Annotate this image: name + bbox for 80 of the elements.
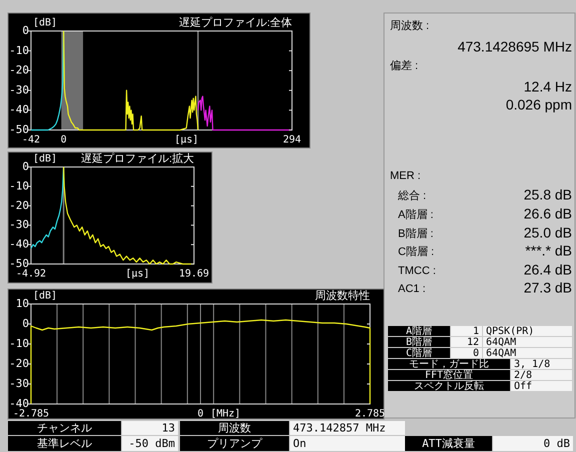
value-cell: On bbox=[290, 436, 405, 451]
text: 0.026 ppm bbox=[506, 96, 572, 113]
chart-title: 遅延プロファイル:拡大 bbox=[80, 152, 194, 165]
y-tick-label: 0 bbox=[22, 160, 29, 174]
y-tick-label: -40 bbox=[9, 103, 29, 116]
text: C階層 : bbox=[398, 246, 434, 258]
y-tick-label: -50 bbox=[9, 123, 29, 136]
text: 周波数 : bbox=[390, 18, 430, 32]
value-cell: Off bbox=[511, 381, 572, 392]
y-tick-label: -20 bbox=[9, 64, 29, 77]
text: TMCC : bbox=[398, 264, 436, 277]
x-tick-label: 0 bbox=[197, 408, 204, 420]
text: AC1 : bbox=[398, 282, 426, 295]
text: B階層 : bbox=[398, 228, 434, 240]
value-cell: 0 dB bbox=[493, 436, 573, 451]
text: MER : bbox=[390, 170, 421, 182]
text: 27.3 dB bbox=[524, 280, 572, 296]
y-tick-label: -50 bbox=[9, 257, 29, 270]
label-cell: C階層 bbox=[388, 348, 450, 360]
text: 偏差 : bbox=[390, 60, 418, 72]
x-tick-label: 0 bbox=[60, 134, 67, 146]
value-cell: 12 bbox=[451, 337, 482, 348]
text: 総合 : bbox=[397, 188, 426, 202]
y-tick-label: 0 bbox=[22, 317, 29, 330]
x-axis-title: [μs] bbox=[174, 134, 199, 146]
label-cell: チャンネル bbox=[8, 421, 121, 435]
label-cell: モード，ガード比 bbox=[388, 359, 510, 370]
x-tick-label: -2.785 bbox=[12, 408, 50, 420]
value-cell: 0 bbox=[451, 348, 482, 360]
value-cell: 1 bbox=[451, 326, 482, 338]
value-cell: 3, 1/8 bbox=[511, 359, 572, 370]
y-tick-label: -10 bbox=[9, 44, 29, 57]
label-cell: プリアンプ bbox=[180, 436, 289, 451]
label-cell: B階層 bbox=[388, 337, 450, 348]
y-axis-title: [dB] bbox=[33, 18, 58, 29]
label-cell: 基準レベル bbox=[8, 436, 121, 451]
y-axis-title: [dB] bbox=[33, 154, 58, 165]
x-tick-label: -42 bbox=[22, 134, 40, 146]
value-cell: 473.142857 MHz bbox=[290, 421, 405, 435]
value-cell: QPSK(PR) bbox=[483, 326, 572, 338]
y-tick-label: -20 bbox=[9, 198, 29, 212]
y-tick-label: 0 bbox=[22, 24, 29, 38]
line-series bbox=[30, 319, 371, 405]
y-tick-label: 10 bbox=[16, 297, 29, 310]
label-cell: A階層 bbox=[388, 326, 450, 338]
text: 25.8 dB bbox=[524, 186, 572, 203]
y-tick-label: -10 bbox=[9, 337, 29, 350]
value-cell: 13 bbox=[122, 421, 178, 435]
x-axis-title: [μs] bbox=[125, 268, 150, 280]
y-tick-label: -30 bbox=[9, 377, 29, 390]
x-tick-label: 294 bbox=[282, 134, 302, 146]
text: 473.1428695 MHz bbox=[458, 38, 572, 55]
value-cell: 64QAM bbox=[483, 337, 572, 348]
x-tick-label: 19.69 bbox=[178, 268, 210, 280]
text: A階層 : bbox=[398, 208, 434, 221]
label-cell: 周波数 bbox=[180, 421, 289, 435]
x-tick-label: 2.785 bbox=[354, 408, 386, 420]
text: 26.4 dB bbox=[524, 262, 572, 278]
y-tick-label: -40 bbox=[9, 397, 29, 410]
label-cell: スペクトル反転 bbox=[388, 381, 510, 392]
value-cell: 64QAM bbox=[483, 348, 572, 360]
text: ***.* dB bbox=[525, 242, 572, 259]
value-cell: -50 dBm bbox=[122, 436, 178, 451]
y-tick-label: -10 bbox=[9, 179, 29, 192]
chart-title: 遅延プロファイル:全体 bbox=[178, 16, 292, 29]
y-tick-label: -30 bbox=[9, 83, 29, 96]
label-cell: ATT減衰量 bbox=[405, 436, 492, 451]
line-series bbox=[63, 30, 199, 131]
chart-title: 周波数特性 bbox=[315, 288, 370, 302]
x-axis-title: [MHz] bbox=[210, 408, 241, 420]
y-tick-label: -20 bbox=[9, 357, 29, 370]
text: 12.4 Hz bbox=[524, 78, 572, 95]
value-cell: 2/8 bbox=[511, 370, 572, 382]
text: 25.0 dB bbox=[524, 224, 572, 241]
y-tick-label: -30 bbox=[9, 218, 29, 232]
x-tick-label: -4.92 bbox=[16, 268, 46, 280]
y-tick-label: -40 bbox=[9, 238, 29, 251]
label-cell: FFT窓位置 bbox=[388, 370, 510, 382]
text: 26.6 dB bbox=[524, 206, 572, 222]
y-axis-title: [dB] bbox=[33, 290, 58, 302]
